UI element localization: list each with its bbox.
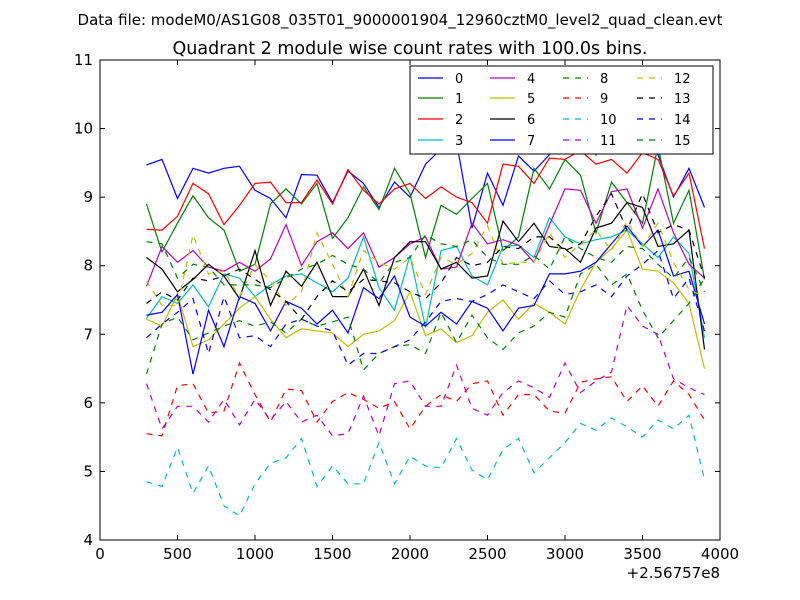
legend-label-2: 2 bbox=[455, 113, 463, 128]
y-tick-label: 10 bbox=[74, 120, 93, 138]
legend-label-10: 10 bbox=[600, 113, 617, 128]
x-tick-label: 3500 bbox=[623, 545, 661, 563]
series-line-2 bbox=[146, 149, 706, 249]
x-tick-label: 500 bbox=[163, 545, 192, 563]
series-line-1 bbox=[145, 145, 706, 280]
legend-label-3: 3 bbox=[455, 134, 463, 149]
x-tick-label: 2500 bbox=[468, 545, 506, 563]
series-line-11 bbox=[145, 304, 705, 438]
chart-title: Quadrant 2 module wise count rates with … bbox=[173, 39, 648, 59]
x-tick-label: 0 bbox=[95, 545, 105, 563]
y-tick-label: 7 bbox=[83, 325, 93, 343]
y-tick-label: 11 bbox=[74, 51, 93, 69]
series-line-12 bbox=[145, 219, 705, 307]
legend-label-15: 15 bbox=[674, 134, 691, 149]
legend-label-8: 8 bbox=[600, 72, 608, 87]
legend-label-7: 7 bbox=[527, 134, 535, 149]
legend-label-4: 4 bbox=[527, 72, 535, 87]
series-layer bbox=[145, 81, 706, 517]
legend-label-9: 9 bbox=[600, 92, 608, 107]
data-file-label: Data file: modeM0/AS1G08_035T01_90000019… bbox=[78, 11, 723, 30]
legend-label-6: 6 bbox=[527, 113, 535, 128]
legend-label-11: 11 bbox=[600, 134, 617, 149]
legend-label-5: 5 bbox=[527, 92, 535, 107]
x-tick-label: 1000 bbox=[236, 545, 274, 563]
x-tick-label: 3000 bbox=[546, 545, 584, 563]
plot-area: 0 500 1000 1500 2000 2500 3000 3500 400045678910… bbox=[74, 51, 739, 582]
x-offset-label: +2.56757e8 bbox=[627, 564, 720, 582]
y-tick-label: 5 bbox=[83, 462, 93, 480]
series-line-10 bbox=[146, 414, 706, 517]
legend-frame bbox=[409, 65, 714, 155]
series-line-13 bbox=[146, 192, 706, 321]
y-tick-label: 8 bbox=[83, 257, 93, 275]
x-tick-label: 1500 bbox=[313, 545, 351, 563]
y-tick-label: 9 bbox=[83, 188, 93, 206]
legend-label-12: 12 bbox=[674, 72, 691, 87]
x-tick-label: 2000 bbox=[391, 545, 429, 563]
series-line-4 bbox=[145, 187, 705, 287]
legend-label-0: 0 bbox=[455, 72, 463, 87]
y-tick-label: 6 bbox=[83, 394, 93, 412]
y-tick-label: 4 bbox=[83, 531, 93, 549]
series-line-14 bbox=[146, 249, 706, 367]
series-line-15 bbox=[146, 234, 706, 293]
series-line-5 bbox=[146, 228, 706, 369]
series-line-9 bbox=[146, 361, 706, 437]
series-line-8 bbox=[145, 263, 706, 375]
legend-label-14: 14 bbox=[674, 113, 691, 128]
legend-label-13: 13 bbox=[674, 92, 691, 107]
series-line-3 bbox=[146, 216, 706, 338]
ticks-layer: 0 500 1000 1500 2000 2500 3000 3500 400045678910… bbox=[74, 51, 739, 563]
legend-label-1: 1 bbox=[455, 92, 463, 107]
x-tick-label: 4000 bbox=[701, 545, 739, 563]
